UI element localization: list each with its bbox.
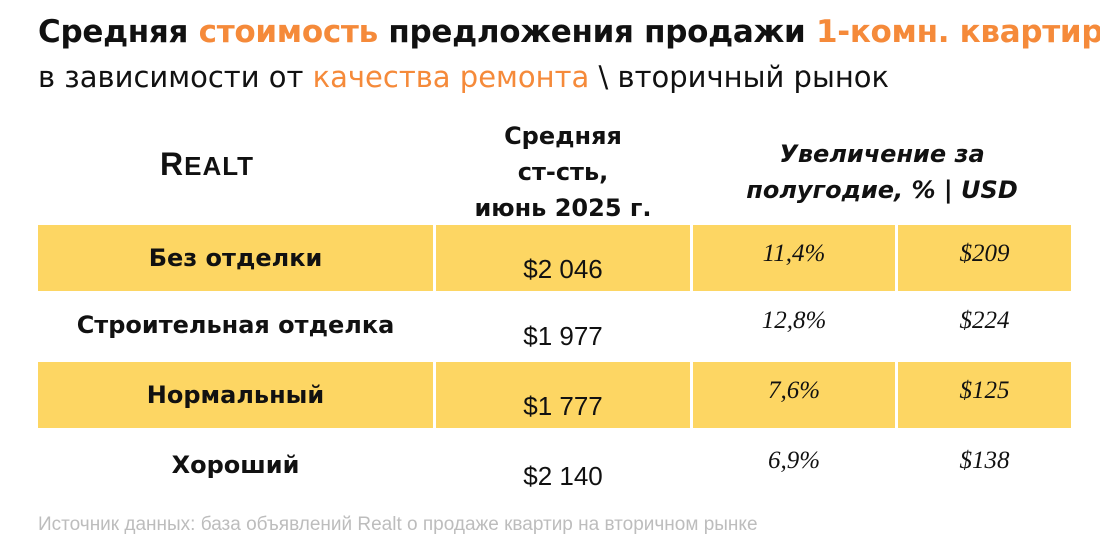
table-cell-pct: 12,8%	[761, 307, 827, 334]
source-note: Источник данных: база объявлений Realt о…	[38, 514, 758, 535]
header-line: июнь 2025 г.	[474, 194, 652, 222]
subtitle-accent: качества ремонта	[312, 60, 590, 94]
table-cell-pct: 6,9%	[767, 447, 821, 474]
subtitle-text: в зависимости от	[38, 60, 313, 94]
title-text: Средняя	[38, 14, 199, 50]
table-cell-label: Хороший	[171, 451, 300, 479]
header-avg-price: Средняя ст-сть, июнь 2025 г.	[436, 118, 690, 226]
header-line: полугодие, % | USD	[746, 176, 1018, 204]
header-line: Средняя	[504, 122, 622, 150]
table-cell-price: $1 777	[436, 362, 690, 428]
table-cell-pct: 11,4%	[693, 225, 895, 291]
table-cell-label: Нормальный	[38, 362, 433, 428]
header-line: ст-сть,	[517, 158, 609, 186]
table-cell-price: $1 977	[523, 320, 603, 351]
table-cell-usd: $224	[959, 307, 1010, 334]
title-accent: стоимость	[198, 14, 379, 50]
table-cell-price: $2 140	[523, 460, 603, 491]
table-cell-label: Без отделки	[38, 225, 433, 291]
table-cell-label: Строительная отделка	[76, 311, 395, 339]
table-cell-usd: $138	[959, 447, 1010, 474]
header-line: Увеличение за	[779, 140, 985, 168]
title-line-1: Средняя стоимость предложения продажи 1-…	[38, 14, 1100, 50]
title-accent: 1-комн. квартир	[815, 14, 1100, 50]
table-cell-usd: $125	[898, 362, 1071, 428]
table-cell-price: $2 046	[436, 225, 690, 291]
realt-logo: REALT	[160, 146, 255, 182]
title-text: предложения продажи	[377, 14, 816, 50]
header-increase: Увеличение за полугодие, % | USD	[693, 136, 1071, 208]
title-line-2: в зависимости от качества ремонта \ втор…	[38, 60, 889, 94]
subtitle-text: \ вторичный рынок	[589, 60, 890, 94]
table-cell-pct: 7,6%	[693, 362, 895, 428]
table-cell-usd: $209	[898, 225, 1071, 291]
